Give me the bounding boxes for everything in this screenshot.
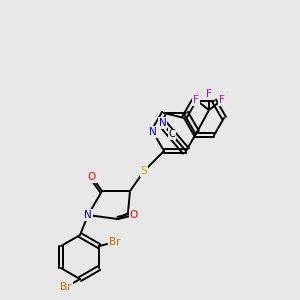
Text: N: N [159, 118, 167, 128]
Text: S: S [141, 166, 147, 176]
Text: N: N [149, 127, 157, 137]
Text: C: C [168, 129, 175, 139]
Text: F: F [193, 95, 199, 105]
Text: F: F [206, 89, 212, 99]
Text: O: O [130, 210, 138, 220]
Text: F: F [219, 95, 225, 105]
Text: Br: Br [60, 282, 72, 292]
Text: Br: Br [109, 237, 121, 247]
Text: N: N [84, 210, 92, 220]
Text: O: O [88, 172, 96, 182]
